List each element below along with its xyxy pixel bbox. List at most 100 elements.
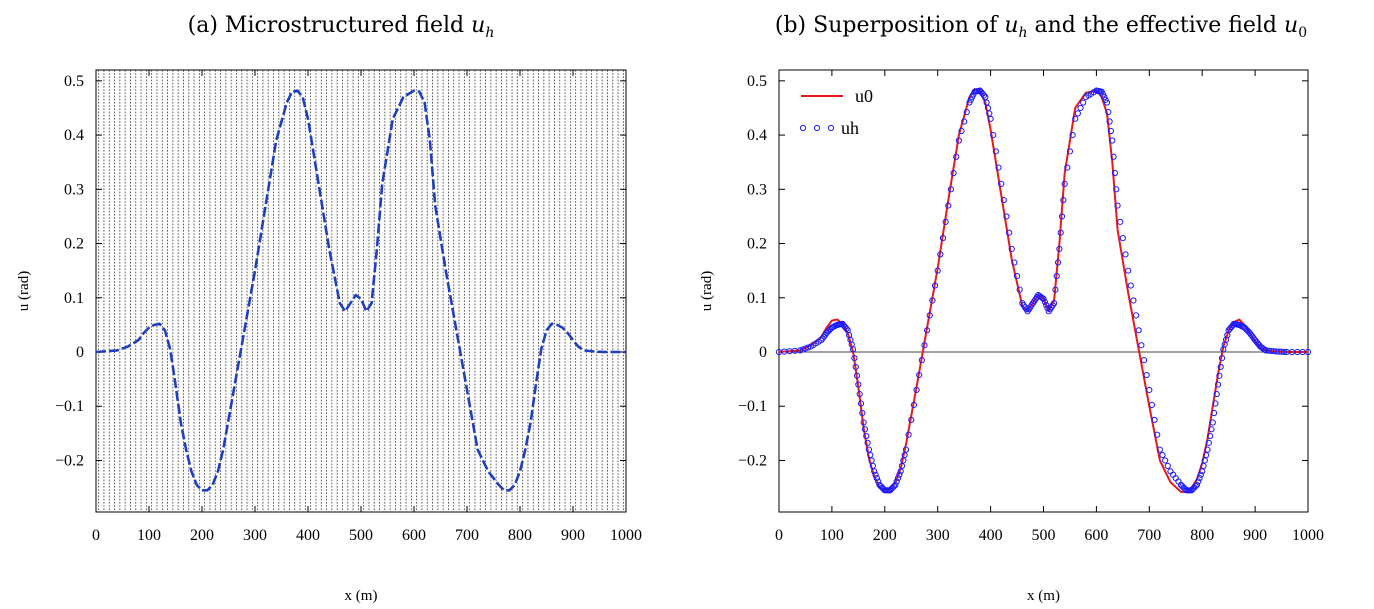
data-point	[1040, 295, 1047, 302]
data-point	[1013, 272, 1021, 280]
data-point	[1006, 229, 1013, 236]
data-point	[1148, 401, 1156, 408]
data-point	[1080, 99, 1087, 106]
panel-a-plot: 0 100 200 300 400 500 600 700 800 900 1000 −0.2 −0.1…	[16, 69, 642, 604]
data-point	[1203, 451, 1210, 459]
data-point	[893, 478, 900, 485]
plot-frame	[95, 69, 627, 513]
x-tick-label: 800	[508, 527, 532, 544]
data-point	[929, 297, 936, 304]
data-point	[896, 471, 903, 478]
data-point	[953, 153, 960, 160]
data-point	[947, 186, 955, 193]
data-point	[916, 371, 923, 379]
data-point	[900, 457, 907, 464]
data-point	[958, 127, 965, 135]
y-tick-label: 0.3	[64, 181, 84, 198]
data-point	[963, 108, 970, 116]
data-point	[1207, 432, 1214, 440]
data-point	[931, 282, 939, 289]
x-tick-label: 200	[873, 527, 897, 544]
legend-uh-label: uh	[841, 118, 859, 138]
data-point	[1146, 386, 1153, 394]
data-point	[1043, 302, 1050, 309]
data-point	[950, 169, 957, 177]
data-point	[1117, 218, 1124, 225]
data-point	[1074, 110, 1081, 117]
data-point	[1069, 131, 1076, 139]
y-tick-label: 0.1	[747, 290, 767, 307]
data-point	[851, 355, 858, 362]
data-point	[1113, 186, 1120, 193]
data-point	[1211, 409, 1218, 417]
y-tick-label: 0.4	[747, 127, 767, 144]
data-point	[913, 386, 920, 394]
data-point	[897, 468, 904, 475]
panel-b-title-sub1: h	[1018, 25, 1027, 41]
panel-a-title-prefix: (a) Microstructured field	[188, 13, 472, 38]
data-point	[1058, 213, 1066, 220]
data-point	[1201, 457, 1208, 464]
data-point	[804, 344, 812, 351]
x-tick-label: 400	[979, 527, 1003, 544]
data-point	[860, 419, 867, 426]
data-point	[1200, 462, 1207, 470]
data-point	[1205, 439, 1212, 446]
data-point	[918, 357, 925, 364]
data-point	[1212, 400, 1219, 407]
data-point	[1125, 267, 1132, 274]
data-point	[1208, 426, 1215, 433]
data-point	[1130, 297, 1137, 304]
y-tick-label: 0	[76, 344, 84, 361]
data-point	[1154, 431, 1161, 438]
y-tick-label: 0.2	[747, 236, 767, 253]
data-point	[1054, 259, 1062, 266]
data-point	[1057, 229, 1064, 236]
data-point	[1261, 346, 1268, 353]
data-point	[849, 346, 857, 353]
data-point	[857, 400, 865, 407]
data-point	[1151, 416, 1158, 423]
data-point	[955, 137, 962, 144]
data-point	[1052, 286, 1059, 293]
data-point	[934, 267, 941, 274]
data-point	[1214, 381, 1222, 388]
x-tick-label: 100	[137, 527, 161, 544]
data-point	[1003, 213, 1010, 220]
data-point	[926, 312, 933, 319]
x-tick-label: 300	[926, 527, 950, 544]
data-point	[942, 218, 949, 225]
data-point	[867, 451, 874, 459]
x-tick-label: 300	[243, 527, 267, 544]
data-point	[910, 401, 917, 408]
data-point	[1143, 371, 1150, 379]
data-point	[852, 363, 859, 371]
legend-uh-marker	[799, 124, 807, 132]
data-point	[987, 115, 994, 122]
data-point	[1064, 164, 1071, 171]
panel-b-title: (b) Superposition of uh and the effectiv…	[775, 13, 1307, 41]
data-point	[1109, 137, 1116, 144]
data-point	[1077, 104, 1084, 112]
x-tick-label: 900	[1243, 527, 1267, 544]
data-point	[1106, 118, 1113, 125]
data-point	[1122, 251, 1129, 258]
data-point	[984, 104, 992, 112]
data-point	[1209, 419, 1216, 426]
data-point	[1060, 197, 1067, 204]
y-tick-label: 0.2	[64, 236, 84, 253]
data-point	[1119, 235, 1126, 242]
data-point	[1135, 327, 1142, 334]
y-tick-label: 0.5	[747, 73, 767, 90]
data-point	[853, 372, 861, 379]
panel-b-title-prefix: (b) Superposition of	[775, 13, 1004, 38]
series-uh-markers	[775, 87, 1312, 494]
data-point	[1196, 475, 1203, 482]
legend: u0 uh	[799, 86, 873, 138]
data-point	[1000, 197, 1007, 204]
x-tick-label: 800	[1190, 527, 1214, 544]
data-point	[980, 92, 988, 99]
y-tick-label: −0.1	[55, 398, 84, 415]
data-point	[1072, 115, 1079, 122]
data-point	[1111, 169, 1119, 177]
